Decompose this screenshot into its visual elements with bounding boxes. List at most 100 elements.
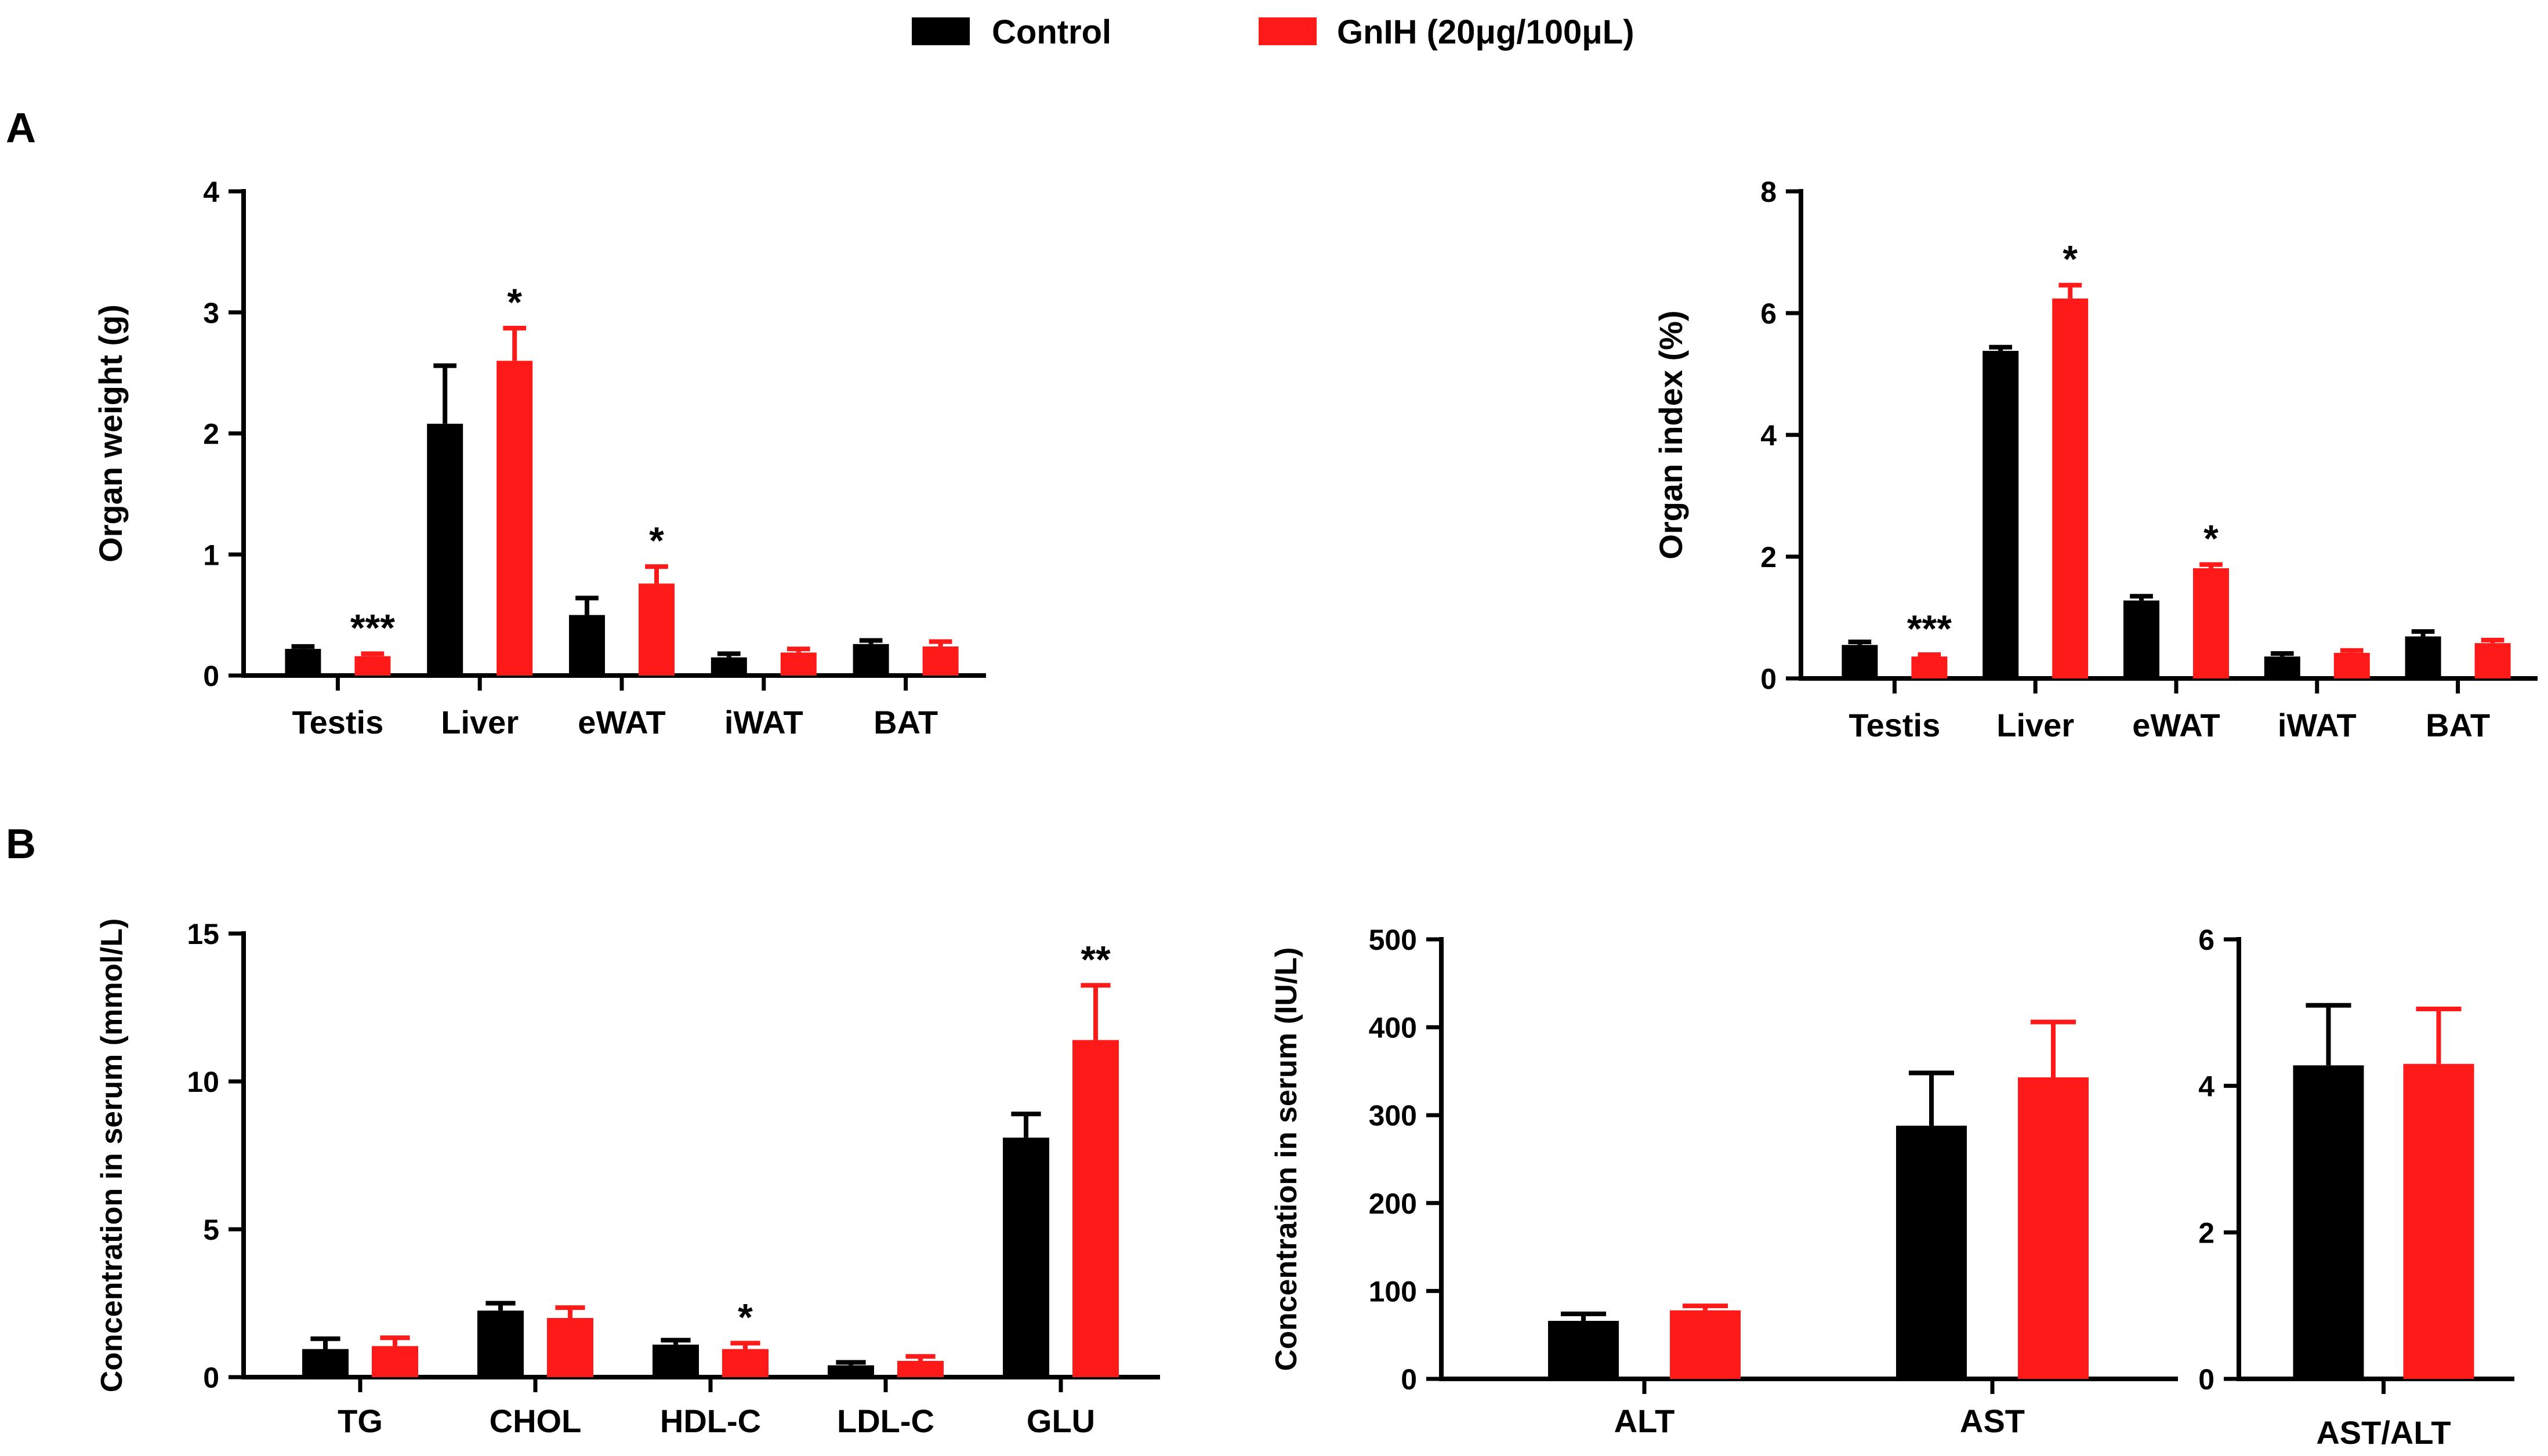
chart-ast-alt-ratio: 0 2 4 6 AST/ALT	[2198, 924, 2514, 1451]
y-tick-label: 0	[1760, 663, 1777, 695]
bar-control-ast	[1896, 1125, 1967, 1379]
bar-control-ewat	[2123, 600, 2159, 678]
bar-control-liver	[427, 423, 463, 676]
bar-control-ewat	[569, 615, 605, 676]
bar-gnih-iwat	[780, 652, 817, 676]
category-label: GLU	[1027, 1403, 1095, 1439]
bar-gnih-ewat	[2193, 568, 2229, 678]
bar-gnih-bat	[2474, 643, 2511, 678]
legend-label-gnih: GnIH (20μg/100μL)	[1337, 13, 1634, 51]
bar-gnih-liver	[496, 361, 533, 676]
bar-gnih-glu	[1072, 1040, 1119, 1377]
y-tick-label: 200	[1369, 1188, 1417, 1220]
bar-control-iwat	[711, 657, 747, 676]
chart-organ-weight: 0 1 2 3 4 Organ weight (g) Testis *** Liver * eWAT…	[92, 176, 986, 740]
category-label: AST/ALT	[2316, 1414, 2451, 1451]
bar-gnih-iwat	[2333, 652, 2370, 678]
y-tick-label: 0	[203, 660, 219, 692]
chart-serum-enzymes: 0 100 200 300 400 500 Concentration in serum (…	[1270, 924, 2178, 1439]
y-axis-title: Concentration in serum (mmol/L)	[95, 918, 129, 1393]
category-label: BAT	[2426, 707, 2490, 743]
category-label: BAT	[874, 704, 938, 740]
panel-label-a: A	[6, 105, 36, 151]
bar-gnih-tg	[372, 1346, 418, 1377]
y-tick-label: 500	[1369, 924, 1417, 956]
category-label: Testis	[1849, 707, 1941, 743]
y-tick-label: 5	[203, 1214, 219, 1246]
y-axis-title: Concentration in serum (IU/L)	[1270, 947, 1303, 1371]
category-label: iWAT	[724, 704, 803, 740]
bar-control-glu	[1003, 1137, 1049, 1377]
bar-gnih-liver	[2052, 298, 2089, 678]
chart-serum-lipids: 0 5 10 15 Concentration in serum (mmol/L) TG C…	[95, 918, 1160, 1439]
category-label: AST	[1960, 1403, 2025, 1439]
chart-organ-index: 0 2 4 6 8 Organ index (%) Testis *** Liver * eWAT *…	[1652, 176, 2538, 743]
y-tick-label: 15	[187, 918, 219, 950]
y-tick-label: 10	[187, 1066, 219, 1098]
bar-control-tg	[302, 1349, 349, 1377]
significance-label: *	[2203, 517, 2219, 560]
bar-control-ldl-c	[828, 1365, 874, 1377]
y-tick-label: 2	[1760, 541, 1777, 573]
y-tick-label: 300	[1369, 1099, 1417, 1132]
bar-control-chol	[477, 1310, 524, 1377]
y-tick-label: 0	[1401, 1363, 1417, 1396]
category-label: iWAT	[2278, 707, 2357, 743]
y-tick-label: 3	[203, 297, 219, 329]
legend-swatch-gnih	[1259, 17, 1317, 45]
legend-label-control: Control	[992, 13, 1111, 51]
bar-gnih-bat	[922, 646, 959, 676]
y-tick-label: 1	[203, 539, 219, 571]
y-axis-title: Organ index (%)	[1652, 310, 1689, 559]
category-label: CHOL	[490, 1403, 582, 1439]
y-tick-label: 2	[2198, 1217, 2214, 1249]
category-label: LDL-C	[837, 1403, 934, 1439]
panel-label-b: B	[6, 821, 36, 867]
y-tick-label: 100	[1369, 1275, 1417, 1308]
significance-label: *	[738, 1295, 753, 1338]
bar-gnih-ldl-c	[897, 1360, 944, 1377]
bar-control-bat	[853, 644, 889, 676]
category-label: Liver	[441, 704, 519, 740]
bar-gnih-ast	[2018, 1077, 2089, 1379]
category-label: eWAT	[578, 704, 665, 740]
bar-gnih-hdl-c	[722, 1349, 769, 1377]
bar-control-hdl-c	[653, 1344, 699, 1377]
category-label: HDL-C	[660, 1403, 761, 1439]
category-label: ALT	[1614, 1403, 1675, 1439]
bar-gnih-ewat	[639, 583, 675, 676]
y-tick-label: 6	[1760, 297, 1777, 330]
y-tick-label: 8	[1760, 176, 1777, 208]
bar-control-alt	[1548, 1320, 1619, 1379]
bar-control-bat	[2405, 636, 2441, 678]
bar-control-testis	[285, 649, 321, 676]
legend-swatch-control	[912, 17, 970, 45]
bar-gnih-ast-alt	[2403, 1063, 2474, 1379]
bar-control-testis	[1842, 645, 1878, 678]
category-label: TG	[338, 1403, 383, 1439]
significance-label: **	[1081, 938, 1111, 981]
category-label: Liver	[1996, 707, 2074, 743]
bar-gnih-alt	[1670, 1310, 1741, 1379]
category-label: eWAT	[2132, 707, 2220, 743]
significance-label: *	[507, 281, 522, 324]
significance-label: *	[2063, 238, 2078, 281]
significance-label: *	[649, 519, 664, 562]
bar-gnih-testis	[1911, 656, 1948, 678]
bar-control-liver	[1982, 351, 2019, 678]
y-tick-label: 400	[1369, 1012, 1417, 1044]
y-tick-label: 2	[203, 418, 219, 451]
bar-control-iwat	[2264, 656, 2300, 678]
y-tick-label: 4	[203, 176, 219, 208]
legend: Control GnIH (20μg/100μL)	[912, 13, 1634, 51]
y-tick-label: 0	[203, 1361, 219, 1394]
significance-label: ***	[1907, 607, 1952, 650]
bar-gnih-testis	[354, 656, 391, 676]
y-tick-label: 4	[2198, 1070, 2214, 1103]
y-tick-label: 4	[1760, 419, 1777, 452]
y-axis-title: Organ weight (g)	[92, 304, 129, 562]
y-tick-label: 0	[2198, 1363, 2214, 1396]
bar-control-ast-alt	[2293, 1065, 2364, 1379]
